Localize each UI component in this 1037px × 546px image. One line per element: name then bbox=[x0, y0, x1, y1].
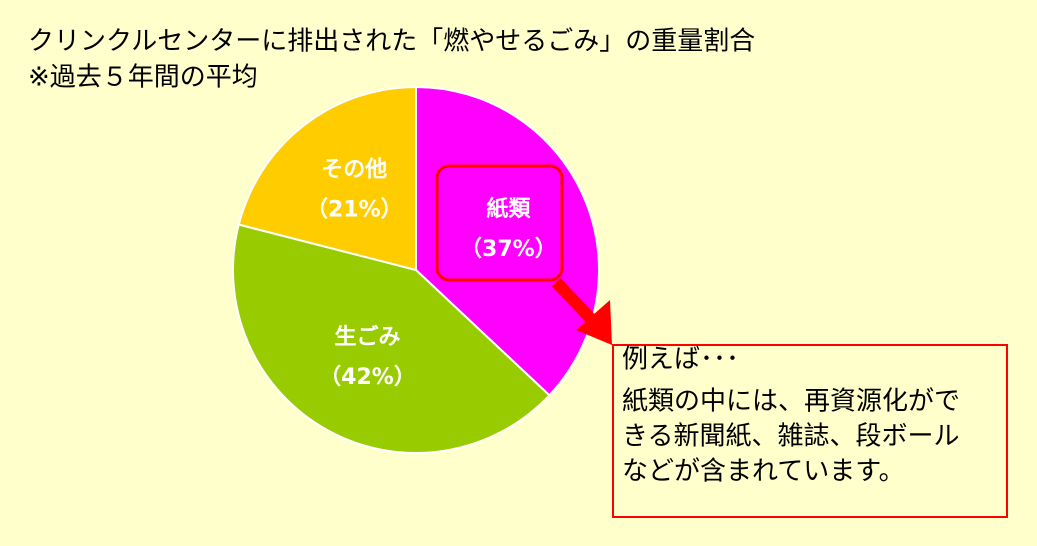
chart-subtitle: ※過去５年間の平均 bbox=[28, 63, 258, 93]
pie-slice bbox=[415, 85, 600, 397]
pie-slice bbox=[232, 223, 551, 454]
callout-heading: 例えば･･･ bbox=[622, 345, 739, 375]
slice-name: 紙類 bbox=[486, 196, 531, 222]
chart-title: クリンクルセンターに排出された「燃やせるごみ」の重量割合 bbox=[28, 27, 755, 57]
callout-line: きる新聞紙、雑誌、段ボール bbox=[622, 422, 959, 452]
arrow-shaft bbox=[551, 277, 597, 325]
slice-value-label: （42%） bbox=[319, 365, 416, 390]
arrow-head bbox=[576, 300, 612, 345]
highlight-box bbox=[435, 164, 564, 282]
callout-box bbox=[612, 344, 1008, 518]
pie-slice bbox=[237, 85, 417, 272]
slice-value-label: （21%） bbox=[306, 197, 403, 222]
slice-value-label: （37%） bbox=[460, 237, 557, 262]
slice-name: その他 bbox=[321, 157, 387, 182]
callout-line: 紙類の中には、再資源化がで bbox=[622, 387, 960, 417]
callout-line: などが含まれています。 bbox=[622, 457, 905, 487]
pie: 紙類 （37%） 生ごみ （42%） その他 （21%） bbox=[232, 85, 600, 454]
slice-name: 生ごみ bbox=[335, 324, 401, 350]
